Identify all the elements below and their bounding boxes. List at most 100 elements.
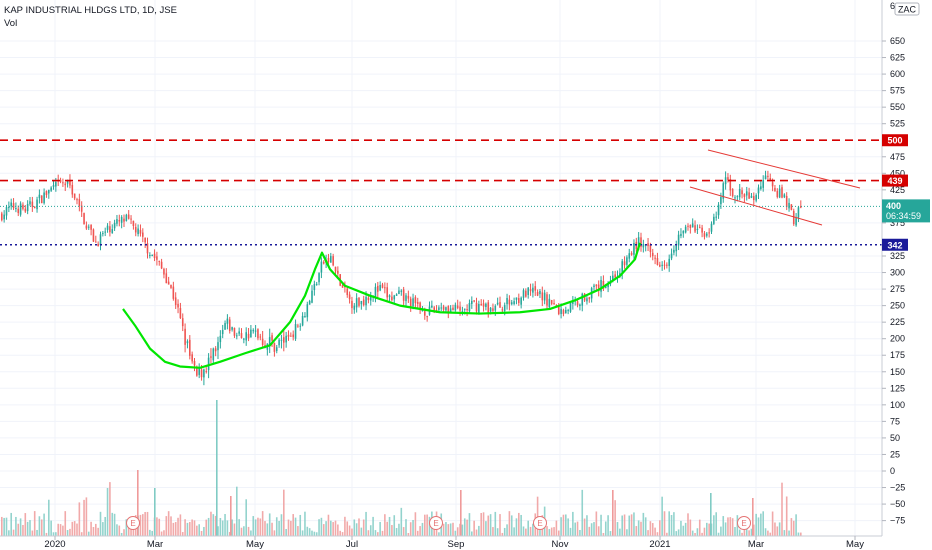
volume-bar: [344, 516, 346, 536]
currency-badge[interactable]: [894, 2, 920, 16]
candle-body: [670, 253, 673, 259]
candle-body: [656, 258, 659, 265]
volume-legend[interactable]: Vol: [4, 18, 17, 29]
candle-body: [90, 225, 92, 230]
volume-bar: [275, 517, 278, 536]
candle-body: [741, 190, 743, 195]
candle-body: [755, 195, 757, 201]
volume-bar: [783, 530, 786, 536]
candle-body: [268, 337, 271, 347]
volume-bar: [362, 519, 365, 536]
candle-body: [207, 357, 210, 371]
candle-body: [795, 218, 797, 226]
symbol-title[interactable]: KAP INDUSTRIAL HLDGS LTD, 1D, JSE: [4, 5, 177, 16]
volume-bar: [365, 511, 367, 536]
volume-bar: [341, 532, 344, 536]
volume-bar: [616, 522, 619, 536]
volume-bar: [757, 517, 760, 536]
volume-bar: [452, 522, 454, 536]
candle-body: [348, 294, 351, 300]
volume-bar: [673, 512, 675, 536]
volume-bar: [482, 512, 485, 536]
volume-bar: [774, 522, 776, 536]
candle-body: [226, 318, 229, 324]
volume-bar: [792, 520, 795, 536]
volume-bar: [224, 514, 226, 536]
volume-bar: [43, 513, 45, 536]
volume-bar: [426, 514, 428, 536]
volume-bar: [604, 521, 607, 536]
candle-body: [102, 233, 104, 235]
candle-body: [703, 233, 706, 237]
volume-bar: [214, 515, 217, 536]
volume-bar: [144, 511, 146, 536]
candle-body: [360, 300, 363, 305]
price-scale[interactable]: [882, 0, 932, 536]
price-tick-label: 650: [890, 36, 905, 46]
volume-bar: [327, 514, 330, 536]
candle-body: [71, 184, 74, 195]
candle-body: [579, 304, 581, 307]
volume-bar: [614, 500, 616, 536]
volume-bar: [691, 530, 694, 536]
volume-bar: [508, 511, 511, 536]
volume-bar: [113, 513, 116, 536]
candle-body: [80, 205, 83, 212]
volume-bar: [280, 514, 283, 536]
candle-body: [694, 225, 696, 232]
candle-body: [736, 196, 739, 198]
volume-bar: [753, 524, 755, 536]
volume-bar: [90, 521, 92, 536]
drawn-levels: [0, 139, 882, 369]
candle-body: [468, 303, 471, 312]
volume-bar: [358, 518, 360, 536]
volume-bar: [720, 526, 722, 536]
candle-body: [499, 302, 501, 308]
volume-bar: [369, 525, 372, 536]
price-tick-label: 250: [890, 301, 905, 311]
volume-bar: [57, 523, 59, 536]
candle-body: [322, 261, 325, 264]
volume-bar: [120, 532, 123, 536]
volume-bar: [355, 523, 358, 536]
candle-body: [384, 287, 386, 289]
volume-bar: [713, 515, 715, 536]
volume-bar: [428, 516, 431, 536]
volume-bar: [33, 511, 36, 536]
volume-bar: [689, 519, 692, 536]
volume-bar: [367, 530, 370, 536]
volume-bar: [663, 511, 666, 536]
candle-body: [153, 253, 156, 259]
volume-bar: [565, 514, 567, 536]
candle-body: [290, 335, 292, 337]
time-scale[interactable]: 2020 Mar May Jul Sep Nov 2021 Mar May: [44, 536, 864, 550]
candle-body: [729, 179, 732, 191]
volume-bar: [386, 521, 388, 536]
volume-bar: [790, 518, 793, 536]
candle-body: [449, 308, 452, 313]
candle-body: [402, 289, 405, 301]
volume-bar: [449, 523, 452, 536]
candle-body: [416, 302, 419, 305]
candle-body: [543, 292, 546, 301]
volume-bar: [597, 526, 600, 536]
volume-bar: [572, 511, 574, 536]
volume-bar: [588, 526, 591, 536]
earnings-marker: [126, 516, 140, 530]
candle-body: [520, 297, 522, 305]
candle-body: [771, 182, 774, 187]
candle-body: [461, 311, 464, 313]
candle-body: [621, 261, 623, 274]
volume-bar: [240, 527, 243, 536]
volume-bar: [78, 502, 81, 536]
volume-bar: [755, 513, 757, 536]
candle-body: [66, 180, 69, 184]
time-tick-label: 2021: [649, 539, 670, 550]
candle-body: [682, 230, 685, 234]
candle-body: [358, 297, 360, 306]
candle-body: [785, 195, 788, 207]
volume-bar: [489, 514, 492, 536]
volume-bar: [736, 515, 739, 536]
volume-bar: [555, 520, 558, 536]
